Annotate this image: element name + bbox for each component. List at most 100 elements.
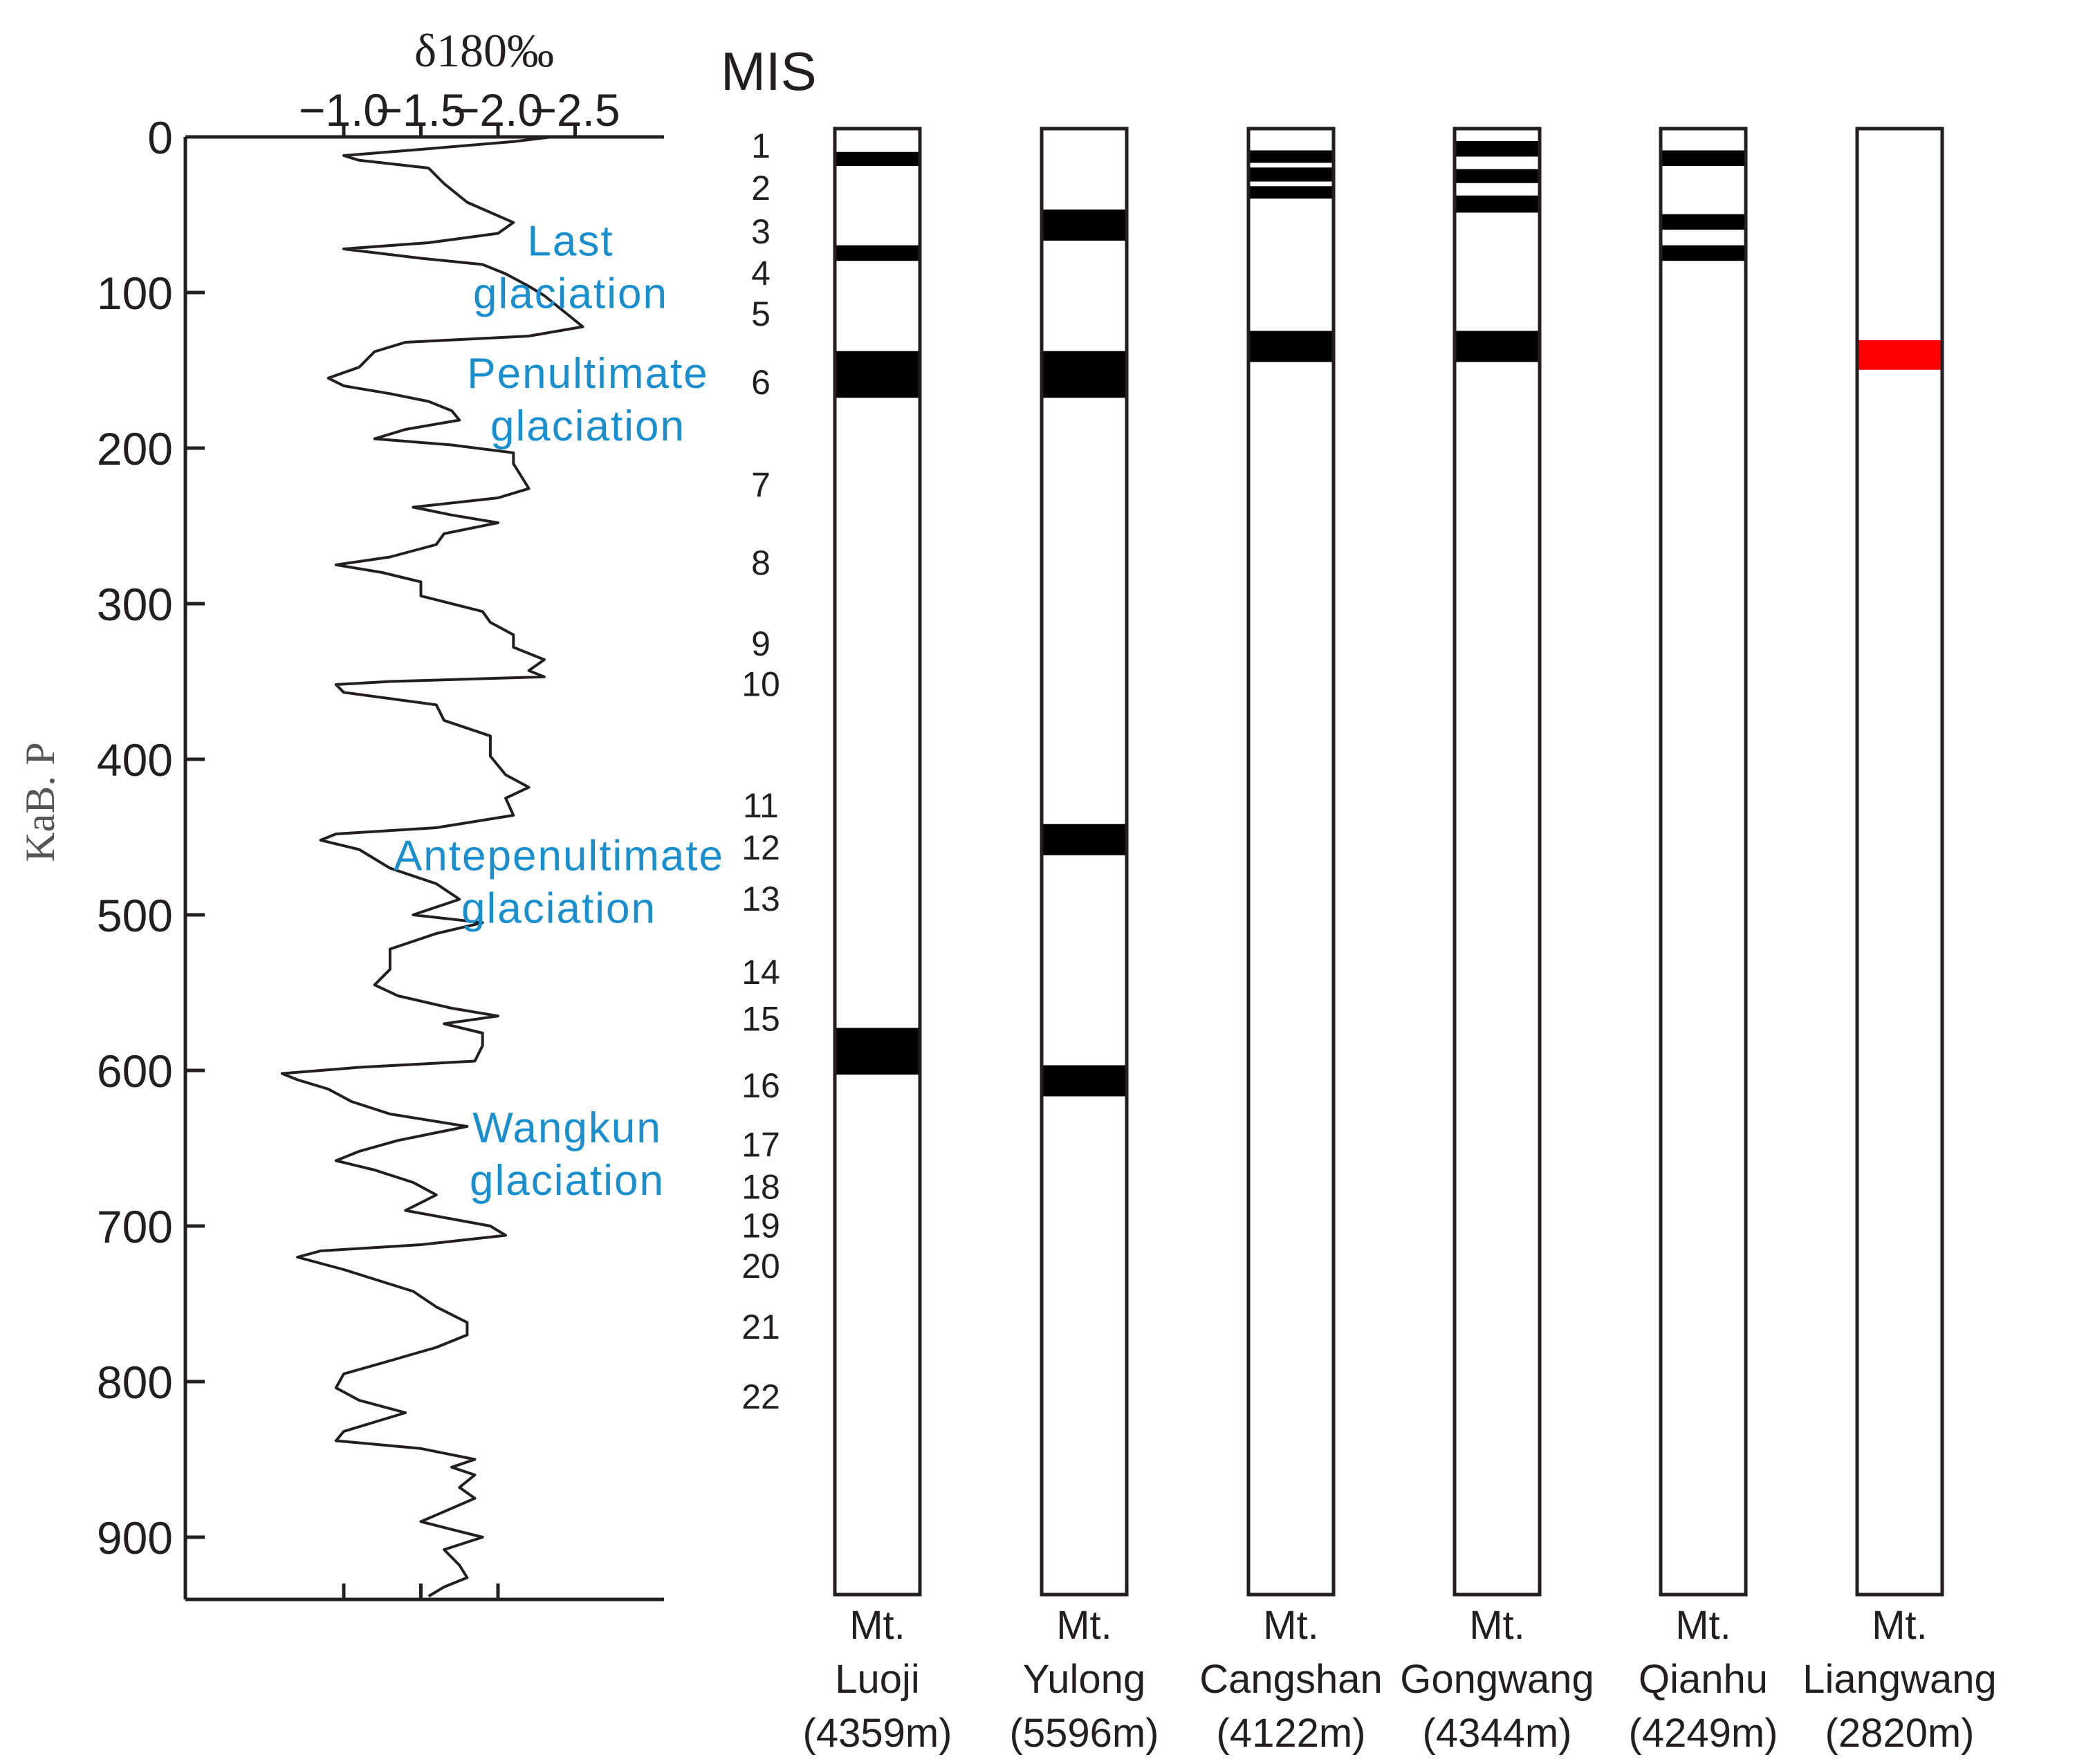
mis-label: 22 [741, 1377, 780, 1416]
glacial-band [1455, 331, 1540, 362]
section-column-frame [1855, 127, 1944, 1597]
section-column-frame [1659, 127, 1748, 1597]
mis-label: 3 [751, 212, 771, 251]
mis-label: 19 [741, 1207, 780, 1245]
d18o-series-line [280, 136, 584, 1598]
y-tick-group: 0 100 200 300 400 500 600 700 800 900 [97, 112, 205, 1563]
glacial-band [1248, 186, 1334, 199]
mis-label: 21 [741, 1308, 780, 1346]
glacial-band [1042, 824, 1127, 855]
section-label-elevation: (4122m) [1217, 1711, 1366, 1756]
y-tick-label: 900 [97, 1512, 173, 1563]
section-column-luoji: Mt. Luoji (4359m) [803, 127, 952, 1756]
glacial-band [1661, 245, 1746, 261]
section-label-prefix: Mt. [1872, 1603, 1928, 1648]
y-tick-label: 600 [97, 1046, 173, 1097]
section-label-elevation: (5596m) [1010, 1711, 1159, 1756]
glacial-band [1661, 150, 1746, 166]
glaciation-label-line2: glaciation [470, 1157, 665, 1205]
section-column-frame [1452, 127, 1542, 1597]
section-label-elevation: (4359m) [803, 1711, 952, 1756]
mis-label: 4 [751, 254, 771, 293]
mis-label: 17 [741, 1126, 780, 1164]
section-label-name: Luoji [835, 1657, 920, 1702]
x-tick-label: −1.5 [376, 84, 465, 136]
section-label-prefix: Mt. [1675, 1603, 1731, 1648]
section-column-gongwang: Mt. Gongwang (4344m) [1400, 127, 1594, 1756]
x-axis-label: δ180‰ [414, 24, 554, 77]
x-tick-group: −1.0−1.5−2.0−2.5 [299, 84, 620, 137]
glaciation-label-line2: glaciation [490, 402, 685, 450]
glacial-band [835, 151, 920, 166]
section-label-elevation: (2820m) [1825, 1711, 1975, 1756]
glacial-band [1661, 214, 1746, 230]
glacial-band [1248, 150, 1334, 163]
glacial-band [1042, 351, 1127, 398]
section-label-prefix: Mt. [1056, 1603, 1112, 1648]
glaciation-label-line2: glaciation [461, 884, 656, 932]
glacial-band [1042, 1065, 1127, 1097]
glacial-band [1042, 210, 1127, 241]
mis-label: 1 [751, 127, 771, 165]
mis-label: 5 [751, 295, 771, 333]
glacial-band [835, 1028, 920, 1075]
mis-label: 15 [741, 999, 780, 1038]
glacial-band [1857, 340, 1942, 370]
mis-label: 14 [741, 953, 780, 992]
mis-label: 10 [741, 665, 780, 704]
mis-label: 7 [751, 466, 771, 505]
mis-label: 9 [751, 624, 771, 663]
mis-label: 12 [741, 828, 780, 867]
x-tick-label: −1.0 [299, 84, 389, 136]
mis-label: 20 [741, 1247, 780, 1285]
glaciation-label-line2: glaciation [473, 270, 668, 318]
glacial-band [1455, 141, 1540, 157]
section-label-prefix: Mt. [1263, 1603, 1319, 1648]
y-tick-label: 300 [97, 579, 173, 630]
section-label-elevation: (4249m) [1629, 1711, 1778, 1756]
glacial-band [1248, 167, 1334, 182]
glaciation-label-line1: Penultimate [467, 350, 708, 398]
y-tick-label: 800 [97, 1357, 173, 1408]
y-tick-label: 500 [97, 890, 173, 941]
x-tick-label: −2.0 [453, 84, 543, 136]
glacial-band [1455, 195, 1540, 213]
mis-label: 11 [743, 786, 779, 825]
section-column-cangshan: Mt. Cangshan (4122m) [1199, 127, 1383, 1756]
glaciation-label-line1: Antepenultimate [394, 832, 724, 880]
section-label-prefix: Mt. [849, 1603, 905, 1648]
section-column-frame [1040, 127, 1129, 1597]
glacial-band [1248, 331, 1334, 362]
section-column-frame [1246, 127, 1336, 1597]
section-column-qianhu: Mt. Qianhu (4249m) [1629, 127, 1778, 1756]
section-label-prefix: Mt. [1469, 1603, 1525, 1648]
section-column-liangwang: Mt. Liangwang (2820m) [1802, 127, 1997, 1756]
section-label-elevation: (4344m) [1423, 1711, 1572, 1756]
section-column-yulong: Mt. Yulong (5596m) [1010, 127, 1159, 1756]
section-label-name: Cangshan [1199, 1657, 1382, 1702]
y-axis-label: KaB. P [17, 742, 63, 862]
y-tick-label: 0 [147, 112, 173, 163]
section-columns: Mt. Luoji (4359m) Mt. Yulong (5596m) Mt. Cangsh… [803, 127, 1997, 1756]
y-tick-label: 200 [97, 423, 173, 474]
mis-label: 8 [751, 544, 771, 582]
y-tick-label: 100 [97, 268, 173, 319]
glaciation-label-line1: Wangkun [472, 1104, 662, 1152]
mis-label: 6 [751, 363, 771, 402]
glacial-band [835, 351, 920, 398]
section-label-name: Gongwang [1400, 1657, 1594, 1702]
glaciation-label-line1: Last [527, 218, 614, 266]
y-tick-label: 700 [97, 1201, 173, 1252]
x-bottom-tick-group [342, 1584, 500, 1599]
mis-title: MIS [721, 41, 817, 102]
mis-label: 13 [741, 880, 780, 918]
glacial-band [1455, 169, 1540, 183]
glacial-band [835, 245, 920, 261]
section-label-name: Liangwang [1802, 1657, 1997, 1702]
y-tick-label: 400 [97, 734, 173, 786]
glaciation-annotations: LastglaciationPenultimateglaciationAntep… [394, 218, 724, 1205]
section-label-name: Qianhu [1639, 1657, 1768, 1702]
section-label-name: Yulong [1023, 1657, 1145, 1702]
section-column-frame [833, 127, 922, 1597]
